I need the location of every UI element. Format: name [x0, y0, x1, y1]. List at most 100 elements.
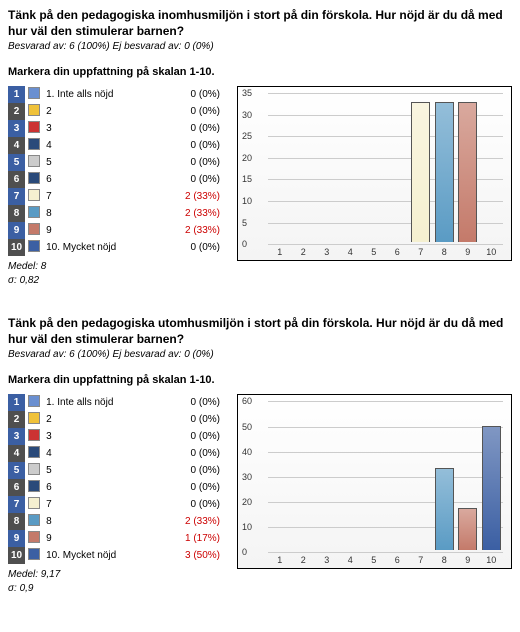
- legend-num: 10: [8, 239, 25, 256]
- bar: [435, 468, 454, 550]
- legend-num: 7: [8, 188, 25, 205]
- y-axis-label: 35: [242, 88, 252, 98]
- legend-row: 330 (0%): [8, 120, 223, 137]
- legend-value: 2 (33%): [160, 513, 223, 530]
- bars-area: 12345678910: [268, 401, 503, 550]
- legend-value: 0 (0%): [160, 120, 223, 137]
- bar: [482, 426, 501, 550]
- x-axis-label: 6: [395, 247, 400, 257]
- legend-value: 0 (0%): [160, 428, 223, 445]
- legend-num: 6: [8, 171, 25, 188]
- color-swatch: [28, 395, 40, 407]
- legend-num: 6: [8, 479, 25, 496]
- y-axis-label: 5: [242, 218, 247, 228]
- legend-num: 8: [8, 205, 25, 222]
- x-axis-label: 5: [371, 555, 376, 565]
- stat-mean: Medel: 9,17: [8, 568, 223, 582]
- legend-swatch-cell: [25, 103, 43, 120]
- legend-label: 4: [43, 445, 160, 462]
- color-swatch: [28, 240, 40, 252]
- legend-swatch-cell: [25, 547, 43, 564]
- legend-swatch-cell: [25, 205, 43, 222]
- legend-value: 0 (0%): [160, 394, 223, 411]
- legend-row: 1010. Mycket nöjd3 (50%): [8, 547, 223, 564]
- legend-label: 8: [43, 205, 160, 222]
- legend-row: 10 10. Mycket nöjd0 (0%): [8, 239, 223, 256]
- legend-num: 5: [8, 462, 25, 479]
- color-swatch: [28, 138, 40, 150]
- legend-num: 8: [8, 513, 25, 530]
- x-axis-label: 9: [465, 555, 470, 565]
- stats: Medel: 9,17σ: 0,9: [8, 568, 223, 596]
- y-axis-label: 30: [242, 110, 252, 120]
- chart-box: 010203040506012345678910: [237, 394, 512, 569]
- color-swatch: [28, 463, 40, 475]
- x-axis-label: 3: [324, 247, 329, 257]
- legend-value: 0 (0%): [160, 239, 223, 256]
- stats: Medel: 8σ: 0,82: [8, 260, 223, 288]
- legend-row: 1 1. Inte alls nöjd0 (0%): [8, 394, 223, 411]
- legend-value: 0 (0%): [160, 462, 223, 479]
- y-axis-label: 0: [242, 239, 247, 249]
- legend-label: 10. Mycket nöjd: [43, 239, 160, 256]
- bar-chart: 0510152025303512345678910: [237, 86, 512, 261]
- legend-value: 0 (0%): [160, 171, 223, 188]
- bar: [411, 102, 430, 242]
- color-swatch: [28, 531, 40, 543]
- legend-num: 5: [8, 154, 25, 171]
- question-block: Tänk på den pedagogiska utomhusmiljön i …: [8, 316, 512, 596]
- legend-label: 4: [43, 137, 160, 154]
- legend-num: 1: [8, 394, 25, 411]
- question-content: 11. Inte alls nöjd0 (0%)220 (0%)330 (0%)…: [8, 394, 512, 596]
- x-axis-label: 4: [348, 247, 353, 257]
- legend-value: 0 (0%): [160, 496, 223, 513]
- y-axis-label: 60: [242, 396, 252, 406]
- question-instruction: Markera din uppfattning på skalan 1-10.: [8, 374, 512, 386]
- legend-row: 770 (0%): [8, 496, 223, 513]
- chart-box: 0510152025303512345678910: [237, 86, 512, 261]
- color-swatch: [28, 155, 40, 167]
- color-swatch: [28, 429, 40, 441]
- legend-label: 1. Inte alls nöjd: [43, 86, 160, 103]
- bar: [458, 508, 477, 550]
- legend-label: 9: [43, 222, 160, 239]
- legend-row: 660 (0%): [8, 171, 223, 188]
- color-swatch: [28, 412, 40, 424]
- question-block: Tänk på den pedagogiska inomhusmiljön i …: [8, 8, 512, 288]
- y-axis-label: 0: [242, 547, 247, 557]
- legend-swatch-cell: [25, 513, 43, 530]
- x-axis-label: 8: [442, 247, 447, 257]
- y-axis-label: 15: [242, 174, 252, 184]
- legend-label: 2: [43, 411, 160, 428]
- x-axis-label: 4: [348, 555, 353, 565]
- legend-label: 1. Inte alls nöjd: [43, 394, 160, 411]
- legend-swatch-cell: [25, 239, 43, 256]
- x-axis-label: 2: [301, 247, 306, 257]
- legend-row: 992 (33%): [8, 222, 223, 239]
- legend-row: 440 (0%): [8, 137, 223, 154]
- legend-label: 8: [43, 513, 160, 530]
- bar-chart: 010203040506012345678910: [237, 394, 512, 569]
- legend-swatch-cell: [25, 479, 43, 496]
- legend-row: 991 (17%): [8, 530, 223, 547]
- color-swatch: [28, 446, 40, 458]
- legend-row: 440 (0%): [8, 445, 223, 462]
- color-swatch: [28, 480, 40, 492]
- legend-label: 6: [43, 171, 160, 188]
- legend-row: 660 (0%): [8, 479, 223, 496]
- legend-row: 772 (33%): [8, 188, 223, 205]
- legend-value: 0 (0%): [160, 154, 223, 171]
- legend-value: 0 (0%): [160, 86, 223, 103]
- legend-row: 11. Inte alls nöjd0 (0%): [8, 86, 223, 103]
- x-axis-label: 8: [442, 555, 447, 565]
- color-swatch: [28, 121, 40, 133]
- x-axis-label: 5: [371, 247, 376, 257]
- legend-label: 5: [43, 154, 160, 171]
- legend-num: 7: [8, 496, 25, 513]
- legend-row: 550 (0%): [8, 462, 223, 479]
- x-axis-label: 10: [486, 555, 496, 565]
- legend-num: 3: [8, 428, 25, 445]
- y-axis-label: 25: [242, 131, 252, 141]
- y-axis-label: 30: [242, 472, 252, 482]
- legend-swatch-cell: [25, 394, 43, 411]
